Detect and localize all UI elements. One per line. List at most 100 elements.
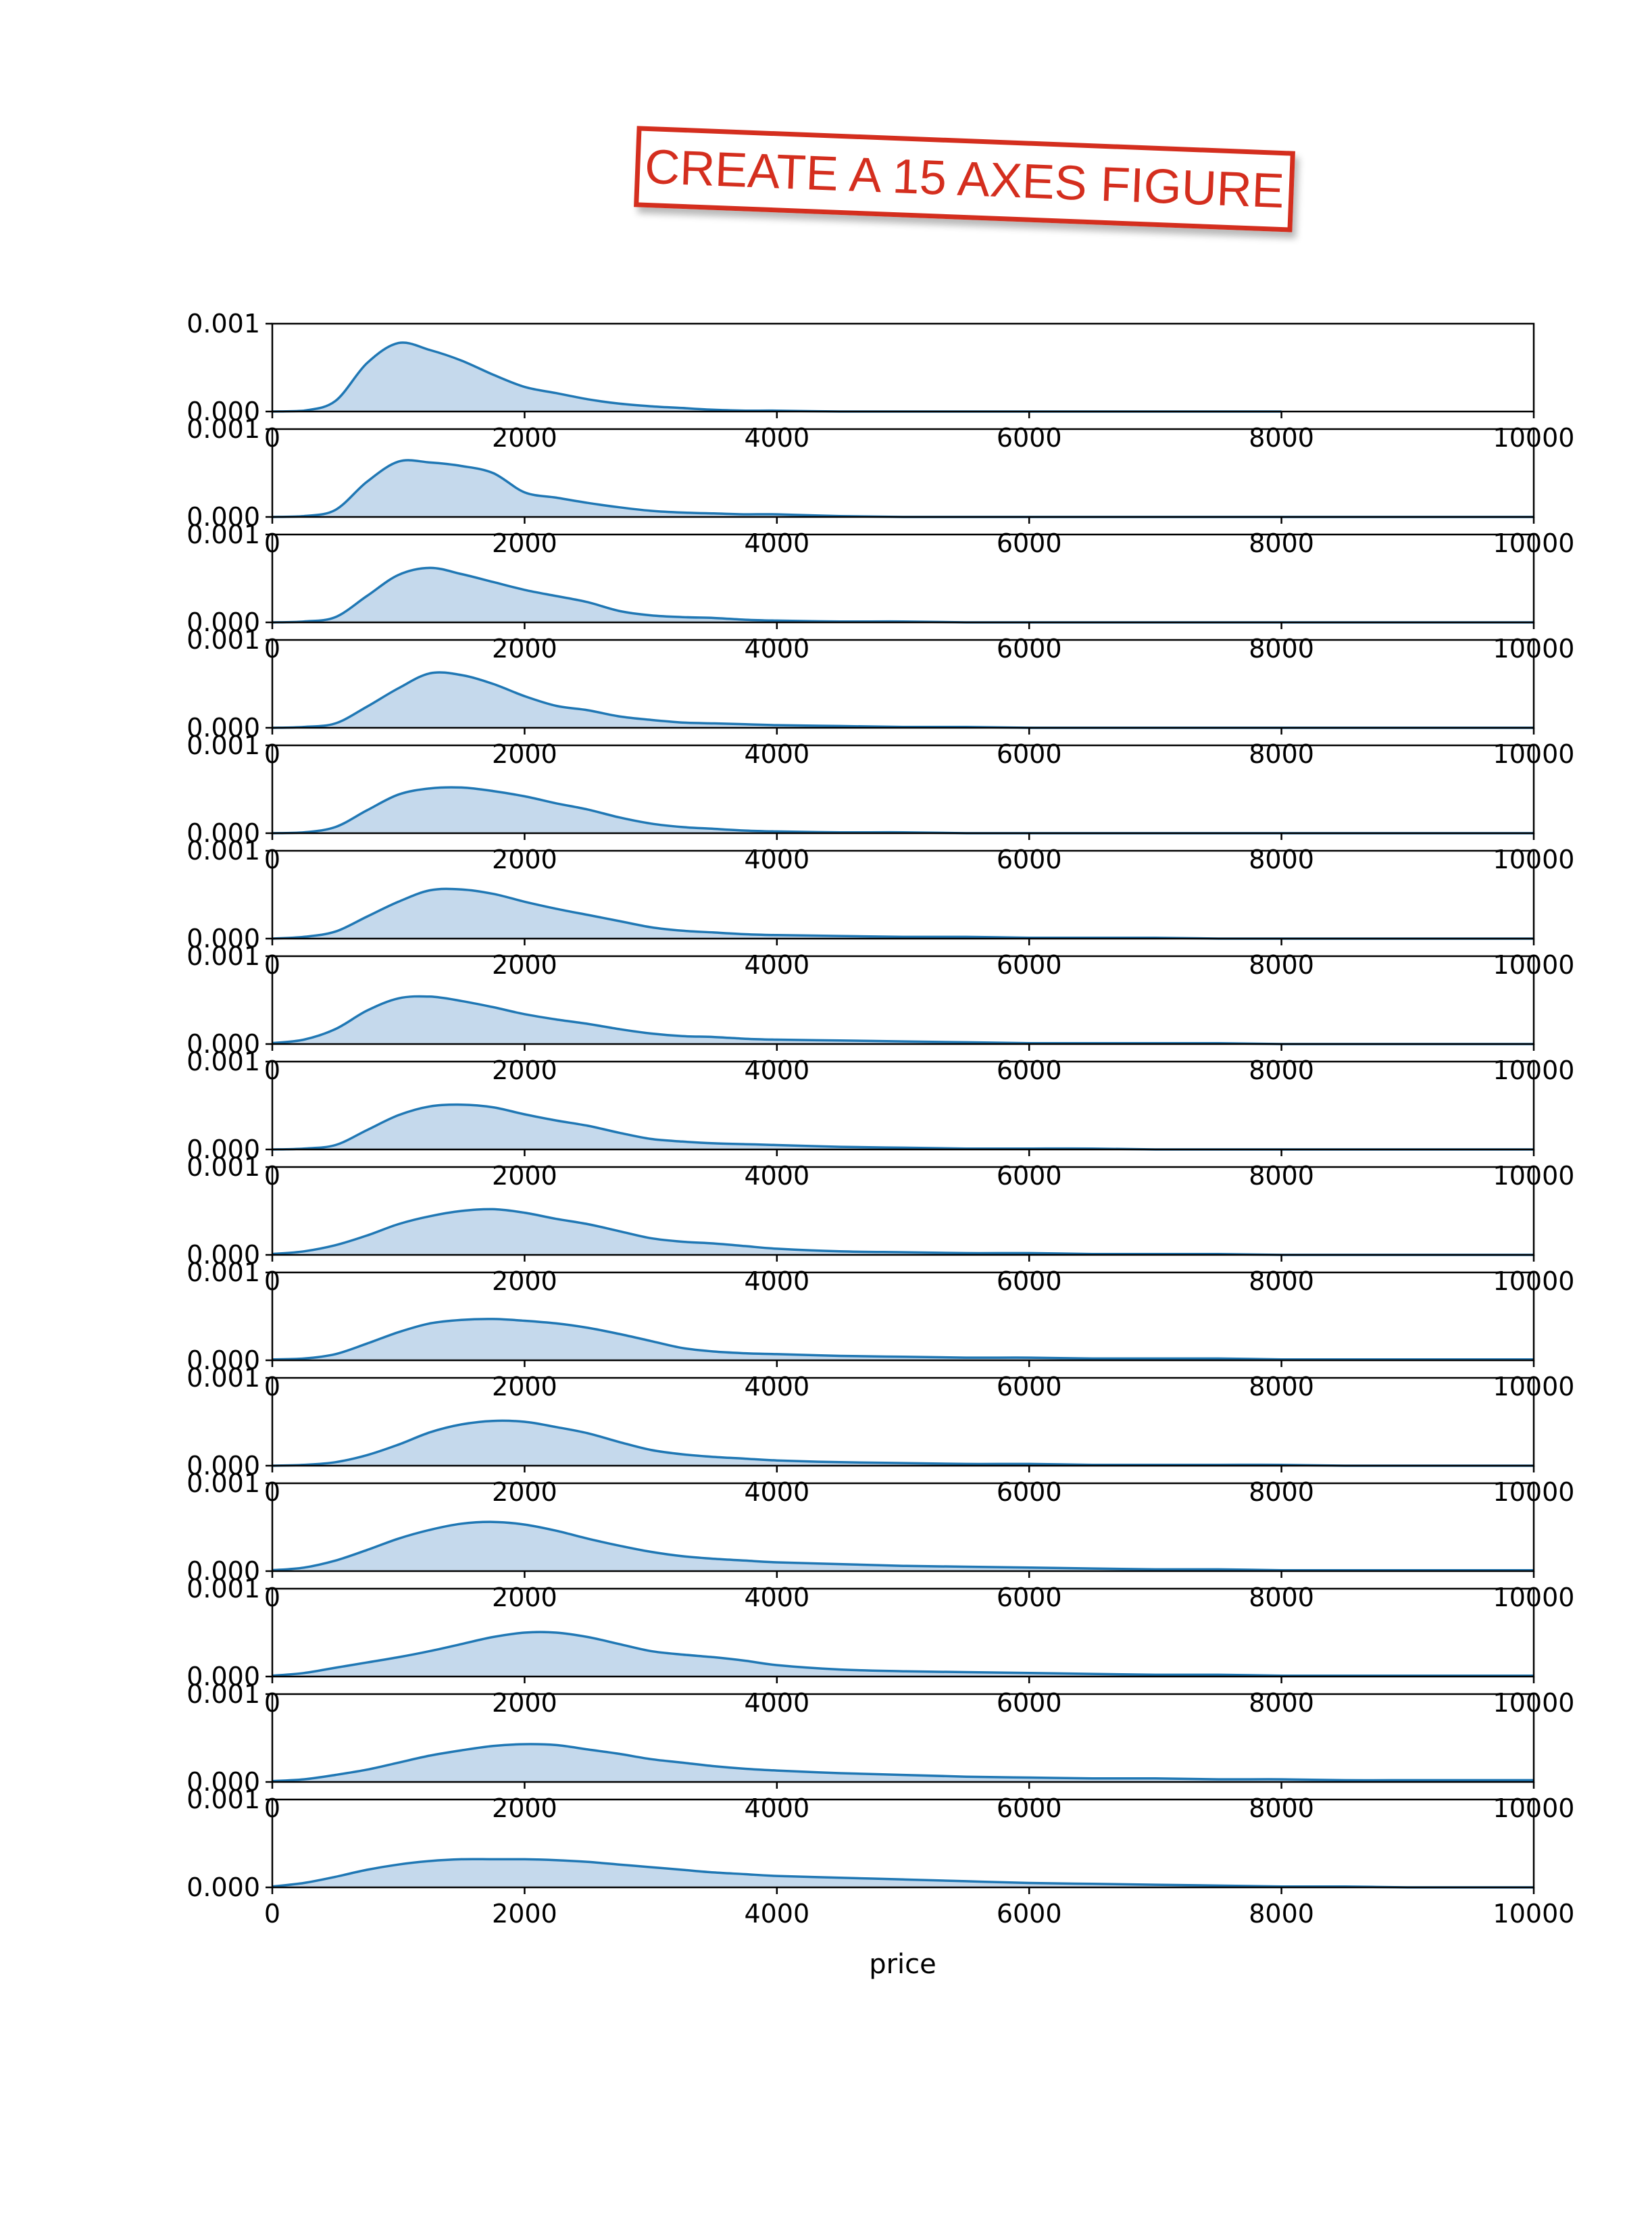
x-tick-label-9-3: 6000 <box>997 1266 1062 1296</box>
x-tick-label-12-3: 6000 <box>997 1583 1062 1612</box>
x-tick-label-8-3: 6000 <box>997 1161 1062 1191</box>
axes-frame-2 <box>271 428 1535 518</box>
x-tick-label-14-4: 8000 <box>1249 1793 1314 1823</box>
y-tick-label-9-0: 0.000 <box>186 1240 260 1270</box>
y-tick-label-8-1: 0.001 <box>186 1047 260 1076</box>
x-tick-label-15-1: 2000 <box>492 1899 557 1929</box>
density-fill-12 <box>272 1522 1534 1571</box>
x-tick-label-13-4: 8000 <box>1249 1688 1314 1718</box>
axes-frame-12 <box>271 1482 1535 1572</box>
axes-frame-8 <box>271 1060 1535 1151</box>
density-line-15 <box>272 1858 1534 1889</box>
x-tick-label-3-1: 2000 <box>492 634 557 664</box>
x-tick-label-7-3: 6000 <box>997 1056 1062 1085</box>
density-fill-13 <box>272 1632 1534 1677</box>
x-tick-label-15-3: 6000 <box>997 1899 1062 1929</box>
x-tick-label-15-0: 0 <box>264 1899 280 1929</box>
x-tick-label-14-3: 6000 <box>997 1793 1062 1823</box>
axes-frame-5 <box>271 744 1535 835</box>
y-tick-label-4-1: 0.001 <box>186 625 260 655</box>
axes-frame-6 <box>271 849 1535 940</box>
x-tick-label-1-3: 6000 <box>997 423 1062 453</box>
x-tick-label-5-4: 8000 <box>1249 845 1314 874</box>
y-tick-label-14-1: 0.001 <box>186 1679 260 1709</box>
density-line-14 <box>272 1743 1534 1783</box>
axes-frame-15 <box>271 1798 1535 1889</box>
x-axis-label: price <box>869 1949 936 1980</box>
density-fill-11 <box>272 1420 1534 1466</box>
density-fill-4 <box>272 672 1534 728</box>
density-fill-6 <box>272 889 1534 939</box>
x-tick-label-9-1: 2000 <box>492 1266 557 1296</box>
x-tick-label-8-4: 8000 <box>1249 1161 1314 1191</box>
x-tick-label-15-5: 10000 <box>1493 1899 1575 1929</box>
y-tick-label-15-1: 0.001 <box>186 1785 260 1814</box>
y-tick-label-14-0: 0.000 <box>186 1767 260 1797</box>
x-tick-label-11-3: 6000 <box>997 1477 1062 1507</box>
y-tick-label-6-1: 0.001 <box>186 836 260 866</box>
x-tick-label-5-3: 6000 <box>997 845 1062 874</box>
x-tick-label-12-1: 2000 <box>492 1583 557 1612</box>
y-tick-label-7-0: 0.000 <box>186 1029 260 1059</box>
density-fill-5 <box>272 787 1534 833</box>
x-tick-label-3-2: 4000 <box>744 634 809 664</box>
x-tick-label-3-4: 8000 <box>1249 634 1314 664</box>
x-tick-label-7-1: 2000 <box>492 1056 557 1085</box>
y-tick-label-11-1: 0.001 <box>186 1363 260 1393</box>
axes-frame-11 <box>271 1377 1535 1467</box>
x-tick-label-1-2: 4000 <box>744 423 809 453</box>
x-tick-label-7-2: 4000 <box>744 1056 809 1085</box>
x-tick-label-15-2: 4000 <box>744 1899 809 1929</box>
y-tick-label-10-0: 0.000 <box>186 1345 260 1375</box>
axes-frame-1 <box>271 322 1535 413</box>
density-fill-8 <box>272 1104 1534 1149</box>
x-tick-label-1-4: 8000 <box>1249 423 1314 453</box>
y-tick-label-3-1: 0.001 <box>186 520 260 549</box>
y-tick-label-8-0: 0.000 <box>186 1135 260 1164</box>
x-tick-label-10-1: 2000 <box>492 1372 557 1402</box>
x-tick-label-2-3: 6000 <box>997 528 1062 558</box>
x-tick-label-2-4: 8000 <box>1249 528 1314 558</box>
axes-frame-14 <box>271 1693 1535 1783</box>
y-tick-label-11-0: 0.000 <box>186 1451 260 1481</box>
x-tick-label-4-4: 8000 <box>1249 739 1314 769</box>
y-tick-label-6-0: 0.000 <box>186 924 260 953</box>
y-tick-label-5-0: 0.000 <box>186 818 260 848</box>
density-fill-1 <box>272 342 1282 412</box>
x-tick-label-6-4: 8000 <box>1249 950 1314 980</box>
y-tick-label-12-1: 0.001 <box>186 1468 260 1498</box>
y-tick-label-5-1: 0.001 <box>186 730 260 760</box>
x-tick-label-8-1: 2000 <box>492 1161 557 1191</box>
axes-frame-4 <box>271 639 1535 729</box>
x-tick-label-10-4: 8000 <box>1249 1372 1314 1402</box>
x-tick-label-6-3: 6000 <box>997 950 1062 980</box>
x-tick-label-12-4: 8000 <box>1249 1583 1314 1612</box>
x-tick-label-8-2: 4000 <box>744 1161 809 1191</box>
y-tick-label-2-0: 0.000 <box>186 502 260 532</box>
y-tick-label-13-0: 0.000 <box>186 1662 260 1691</box>
density-fill-9 <box>272 1209 1534 1255</box>
x-tick-label-1-1: 2000 <box>492 423 557 453</box>
y-tick-label-7-1: 0.001 <box>186 941 260 971</box>
y-tick-label-9-1: 0.001 <box>186 1152 260 1182</box>
x-tick-label-12-2: 4000 <box>744 1583 809 1612</box>
axes-frame-3 <box>271 533 1535 624</box>
x-tick-label-2-1: 2000 <box>492 528 557 558</box>
density-fill-14 <box>272 1744 1534 1782</box>
x-tick-label-13-3: 6000 <box>997 1688 1062 1718</box>
x-tick-label-4-1: 2000 <box>492 739 557 769</box>
x-tick-label-6-2: 4000 <box>744 950 809 980</box>
density-line-13 <box>272 1631 1534 1677</box>
y-tick-label-15-0: 0.000 <box>186 1873 260 1902</box>
x-tick-label-11-4: 8000 <box>1249 1477 1314 1507</box>
